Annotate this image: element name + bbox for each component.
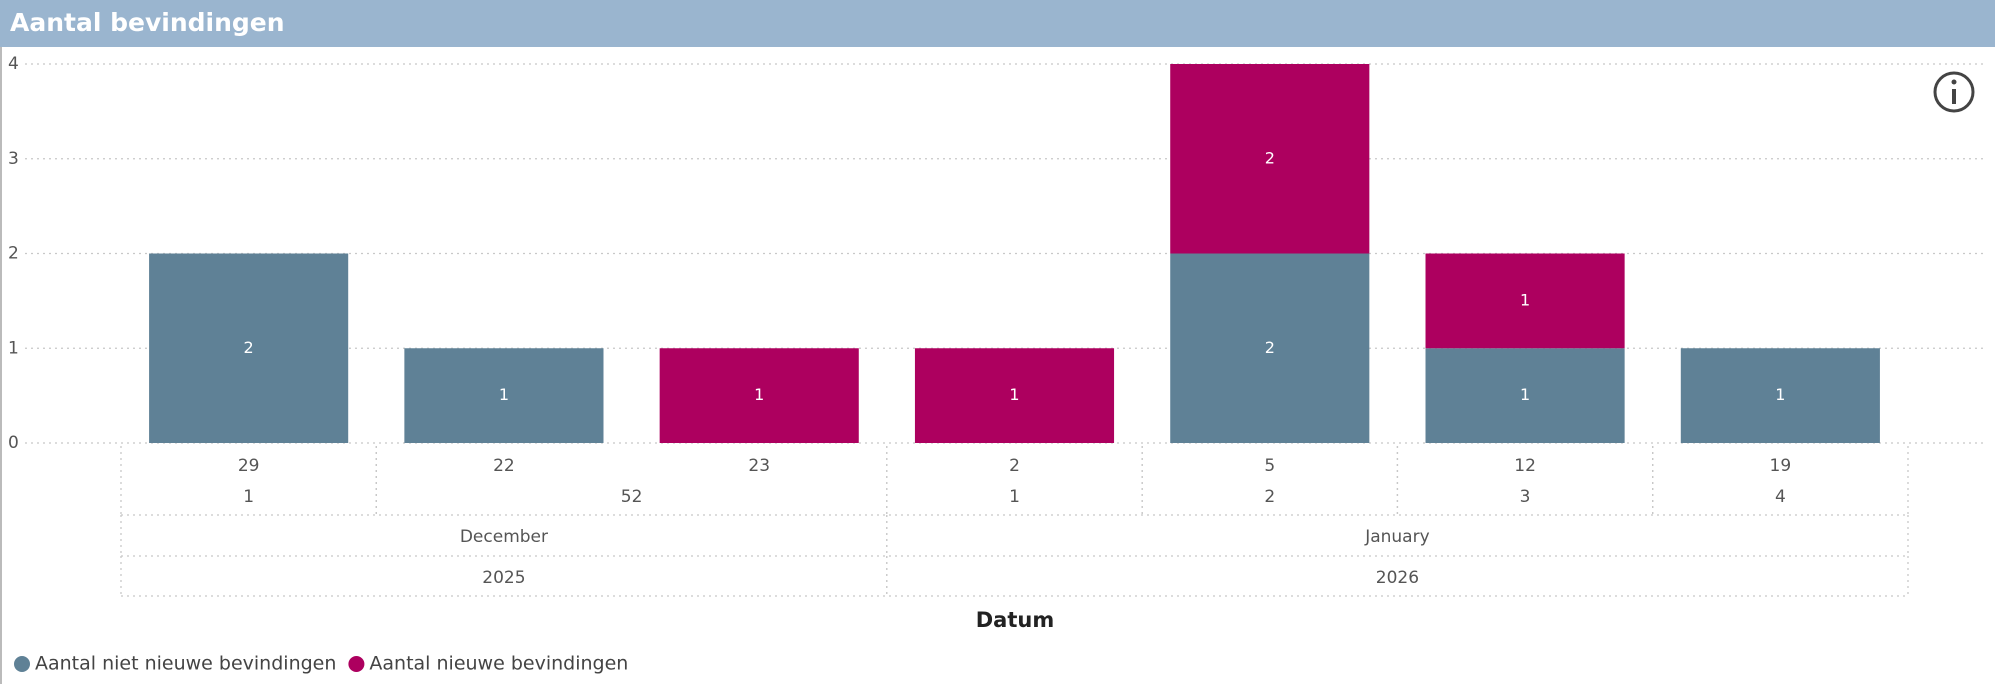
weeks-label: 52 — [621, 487, 643, 507]
bar-segment — [404, 348, 604, 443]
months-label: December — [460, 527, 548, 547]
value-label: 1 — [1009, 385, 1019, 404]
header-bar — [0, 0, 1995, 47]
bar-segment — [1425, 348, 1625, 443]
legend-marker — [348, 656, 365, 672]
weeks-label: 3 — [1520, 487, 1531, 507]
chart-title: Aantal bevindingen — [10, 8, 285, 37]
value-label: 1 — [754, 385, 764, 404]
y-tick-label: 1 — [8, 338, 19, 358]
value-label: 2 — [244, 338, 254, 357]
bar-segment — [1170, 64, 1370, 254]
value-label: 1 — [1520, 385, 1530, 404]
years-label: 2025 — [482, 568, 525, 588]
value-label: 2 — [1265, 338, 1275, 357]
x-tick-label: 2 — [1009, 456, 1020, 476]
x-tick-label: 22 — [493, 456, 515, 476]
x-tick-label: 12 — [1514, 456, 1536, 476]
x-tick-label: 29 — [238, 456, 260, 476]
x-axis-title: Datum — [976, 608, 1054, 632]
bar-segment — [1680, 348, 1880, 443]
x-tick-label: 19 — [1770, 456, 1792, 476]
weeks-label: 1 — [1009, 487, 1020, 507]
info-icon[interactable] — [1933, 71, 1975, 113]
value-label: 2 — [1265, 148, 1275, 167]
bar-segment — [1170, 253, 1370, 443]
weeks-label: 1 — [243, 487, 254, 507]
bar-segment — [659, 348, 859, 443]
value-label: 1 — [1520, 290, 1530, 309]
legend-label: Aantal nieuwe bevindingen — [369, 653, 628, 675]
y-tick-label: 0 — [8, 433, 19, 453]
y-tick-label: 3 — [8, 149, 19, 169]
x-tick-label: 23 — [748, 456, 770, 476]
x-tick-label: 5 — [1264, 456, 1275, 476]
y-tick-label: 4 — [8, 54, 19, 74]
bar-segment — [914, 348, 1115, 443]
legend-label: Aantal niet nieuwe bevindingen — [35, 653, 336, 675]
weeks-label: 4 — [1775, 487, 1786, 507]
value-label: 1 — [1775, 385, 1785, 404]
legend-marker — [14, 656, 30, 672]
months-label: January — [1364, 527, 1429, 547]
years-label: 2026 — [1376, 568, 1419, 588]
value-label: 1 — [499, 385, 509, 404]
bar-segment — [149, 253, 349, 443]
y-tick-label: 2 — [8, 244, 19, 264]
weeks-label: 2 — [1264, 487, 1275, 507]
bar-segment — [1425, 253, 1625, 349]
